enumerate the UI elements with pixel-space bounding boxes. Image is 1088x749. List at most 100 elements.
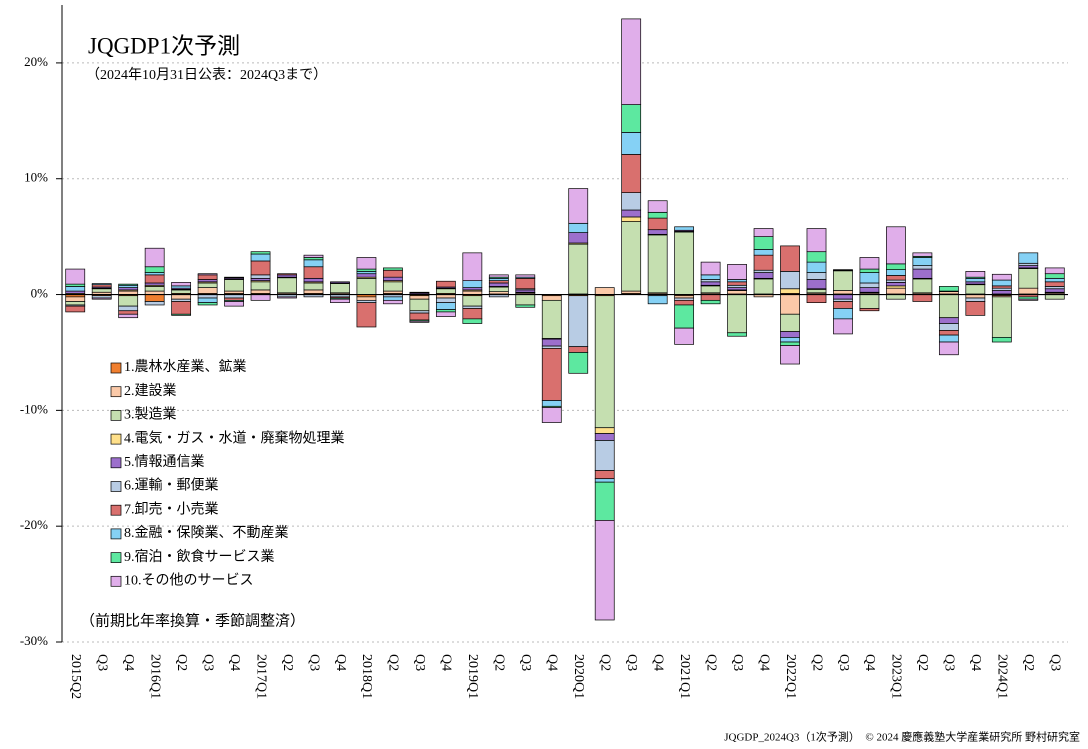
- y-tick-label: -10%: [20, 401, 48, 416]
- bar-segment: [250, 260, 271, 276]
- bar-segment: [144, 266, 165, 273]
- bar-segment: [621, 192, 642, 211]
- y-tick-label: -20%: [20, 517, 48, 532]
- bar-segment: [859, 282, 880, 288]
- x-tick-label: Q3: [730, 654, 745, 671]
- bar-segment: [886, 269, 906, 276]
- legend-swatch: [110, 528, 122, 540]
- bar-segment: [303, 266, 324, 279]
- bar-segment: [303, 289, 324, 294]
- x-tick-label: Q2: [174, 654, 189, 671]
- bar-segment: [568, 222, 589, 233]
- bar-segment: [859, 268, 880, 273]
- bar-segment: [118, 305, 139, 312]
- bar-segment: [65, 286, 86, 292]
- bar-segment: [780, 345, 800, 365]
- bar-segment: [515, 274, 536, 278]
- bar-segment: [144, 274, 165, 284]
- bar-segment: [886, 287, 906, 295]
- bar-segment: [859, 294, 880, 309]
- bar-segment: [144, 301, 165, 306]
- x-tick-label: Q2: [1021, 654, 1036, 671]
- legend-swatch: [110, 433, 122, 445]
- x-tick-label: 2022Q1: [783, 654, 798, 699]
- bar-segment: [277, 273, 297, 276]
- bar-segment: [330, 283, 350, 294]
- legend-swatch: [110, 386, 122, 398]
- chart-subtitle: （2024年10月31日公表：2024Q3まで）: [86, 67, 327, 83]
- bar-segment: [859, 287, 880, 293]
- legend-label: 2.建設業: [124, 383, 177, 399]
- bar-segment: [594, 287, 615, 295]
- bar-segment: [647, 217, 668, 231]
- bar-segment: [91, 283, 112, 286]
- bar-segment: [727, 281, 747, 286]
- bar-segment: [330, 281, 350, 284]
- bar-segment: [303, 254, 324, 258]
- x-tick-label: Q4: [333, 654, 348, 671]
- bar-segment: [515, 277, 536, 290]
- bar-segment: [91, 297, 112, 300]
- bar-segment: [435, 280, 456, 288]
- legend-label: 3.製造業: [124, 407, 177, 423]
- bar-segment: [250, 274, 271, 279]
- bar-segment: [753, 254, 774, 271]
- bar-segment: [568, 346, 589, 353]
- bar-segment: [409, 320, 430, 323]
- bar-segment: [409, 312, 430, 321]
- bar-segment: [674, 327, 695, 345]
- bar-segment: [1044, 281, 1065, 287]
- bar-segment: [912, 294, 933, 302]
- bar-segment: [938, 334, 959, 343]
- bar-segment: [833, 318, 853, 335]
- bar-segment: [912, 265, 933, 270]
- bar-segment: [1018, 268, 1039, 289]
- bar-segment: [515, 294, 536, 306]
- bar-segment: [806, 294, 827, 304]
- bar-segment: [462, 318, 483, 324]
- bar-segment: [991, 296, 1012, 338]
- bar-segment: [700, 274, 721, 280]
- x-tick-label: 2023Q1: [889, 654, 904, 699]
- bar-segment: [594, 440, 615, 471]
- bar-segment: [144, 247, 165, 268]
- bar-segment: [594, 427, 615, 434]
- bar-segment: [1044, 277, 1065, 283]
- bar-segment: [594, 433, 615, 441]
- x-tick-label: 2021Q1: [677, 654, 692, 699]
- chart-title: JQGDP1次予測: [88, 33, 240, 58]
- x-tick-label: Q2: [597, 654, 612, 671]
- bar-segment: [277, 277, 297, 294]
- bar-segment: [197, 287, 218, 294]
- bar-segment: [621, 104, 642, 133]
- y-tick-label: -30%: [20, 633, 48, 648]
- x-tick-label: Q4: [650, 654, 665, 671]
- bar-segment: [806, 272, 827, 280]
- x-tick-label: Q2: [703, 654, 718, 671]
- x-tick-label: Q3: [942, 654, 957, 671]
- bar-segment: [330, 298, 350, 304]
- bar-segment: [700, 285, 721, 294]
- bar-segment: [859, 257, 880, 270]
- bar-segment: [515, 304, 536, 308]
- bar-segment: [991, 273, 1012, 281]
- bar-segment: [541, 400, 562, 407]
- x-tick-label: Q4: [756, 654, 771, 671]
- bar-segment: [197, 274, 218, 280]
- bar-segment: [594, 478, 615, 483]
- bar-segment: [568, 295, 589, 348]
- bar-segment: [727, 264, 747, 280]
- x-tick-label: Q4: [545, 654, 560, 671]
- bar-segment: [780, 271, 800, 290]
- legend-label: 10.その他のサービス: [124, 573, 254, 589]
- bar-segment: [859, 308, 880, 312]
- bar-segment: [462, 308, 483, 320]
- legend-swatch: [110, 410, 122, 421]
- bar-segment: [65, 301, 86, 306]
- legend-label: 9.宿泊・飲食サービス業: [124, 548, 275, 565]
- bar-segment: [674, 231, 695, 295]
- bar-segment: [1044, 267, 1065, 275]
- x-tick-label: Q3: [836, 654, 851, 671]
- bar-segment: [753, 249, 774, 256]
- legend-label: 4.電気・ガス・水道・廃棄物処理業: [124, 429, 345, 446]
